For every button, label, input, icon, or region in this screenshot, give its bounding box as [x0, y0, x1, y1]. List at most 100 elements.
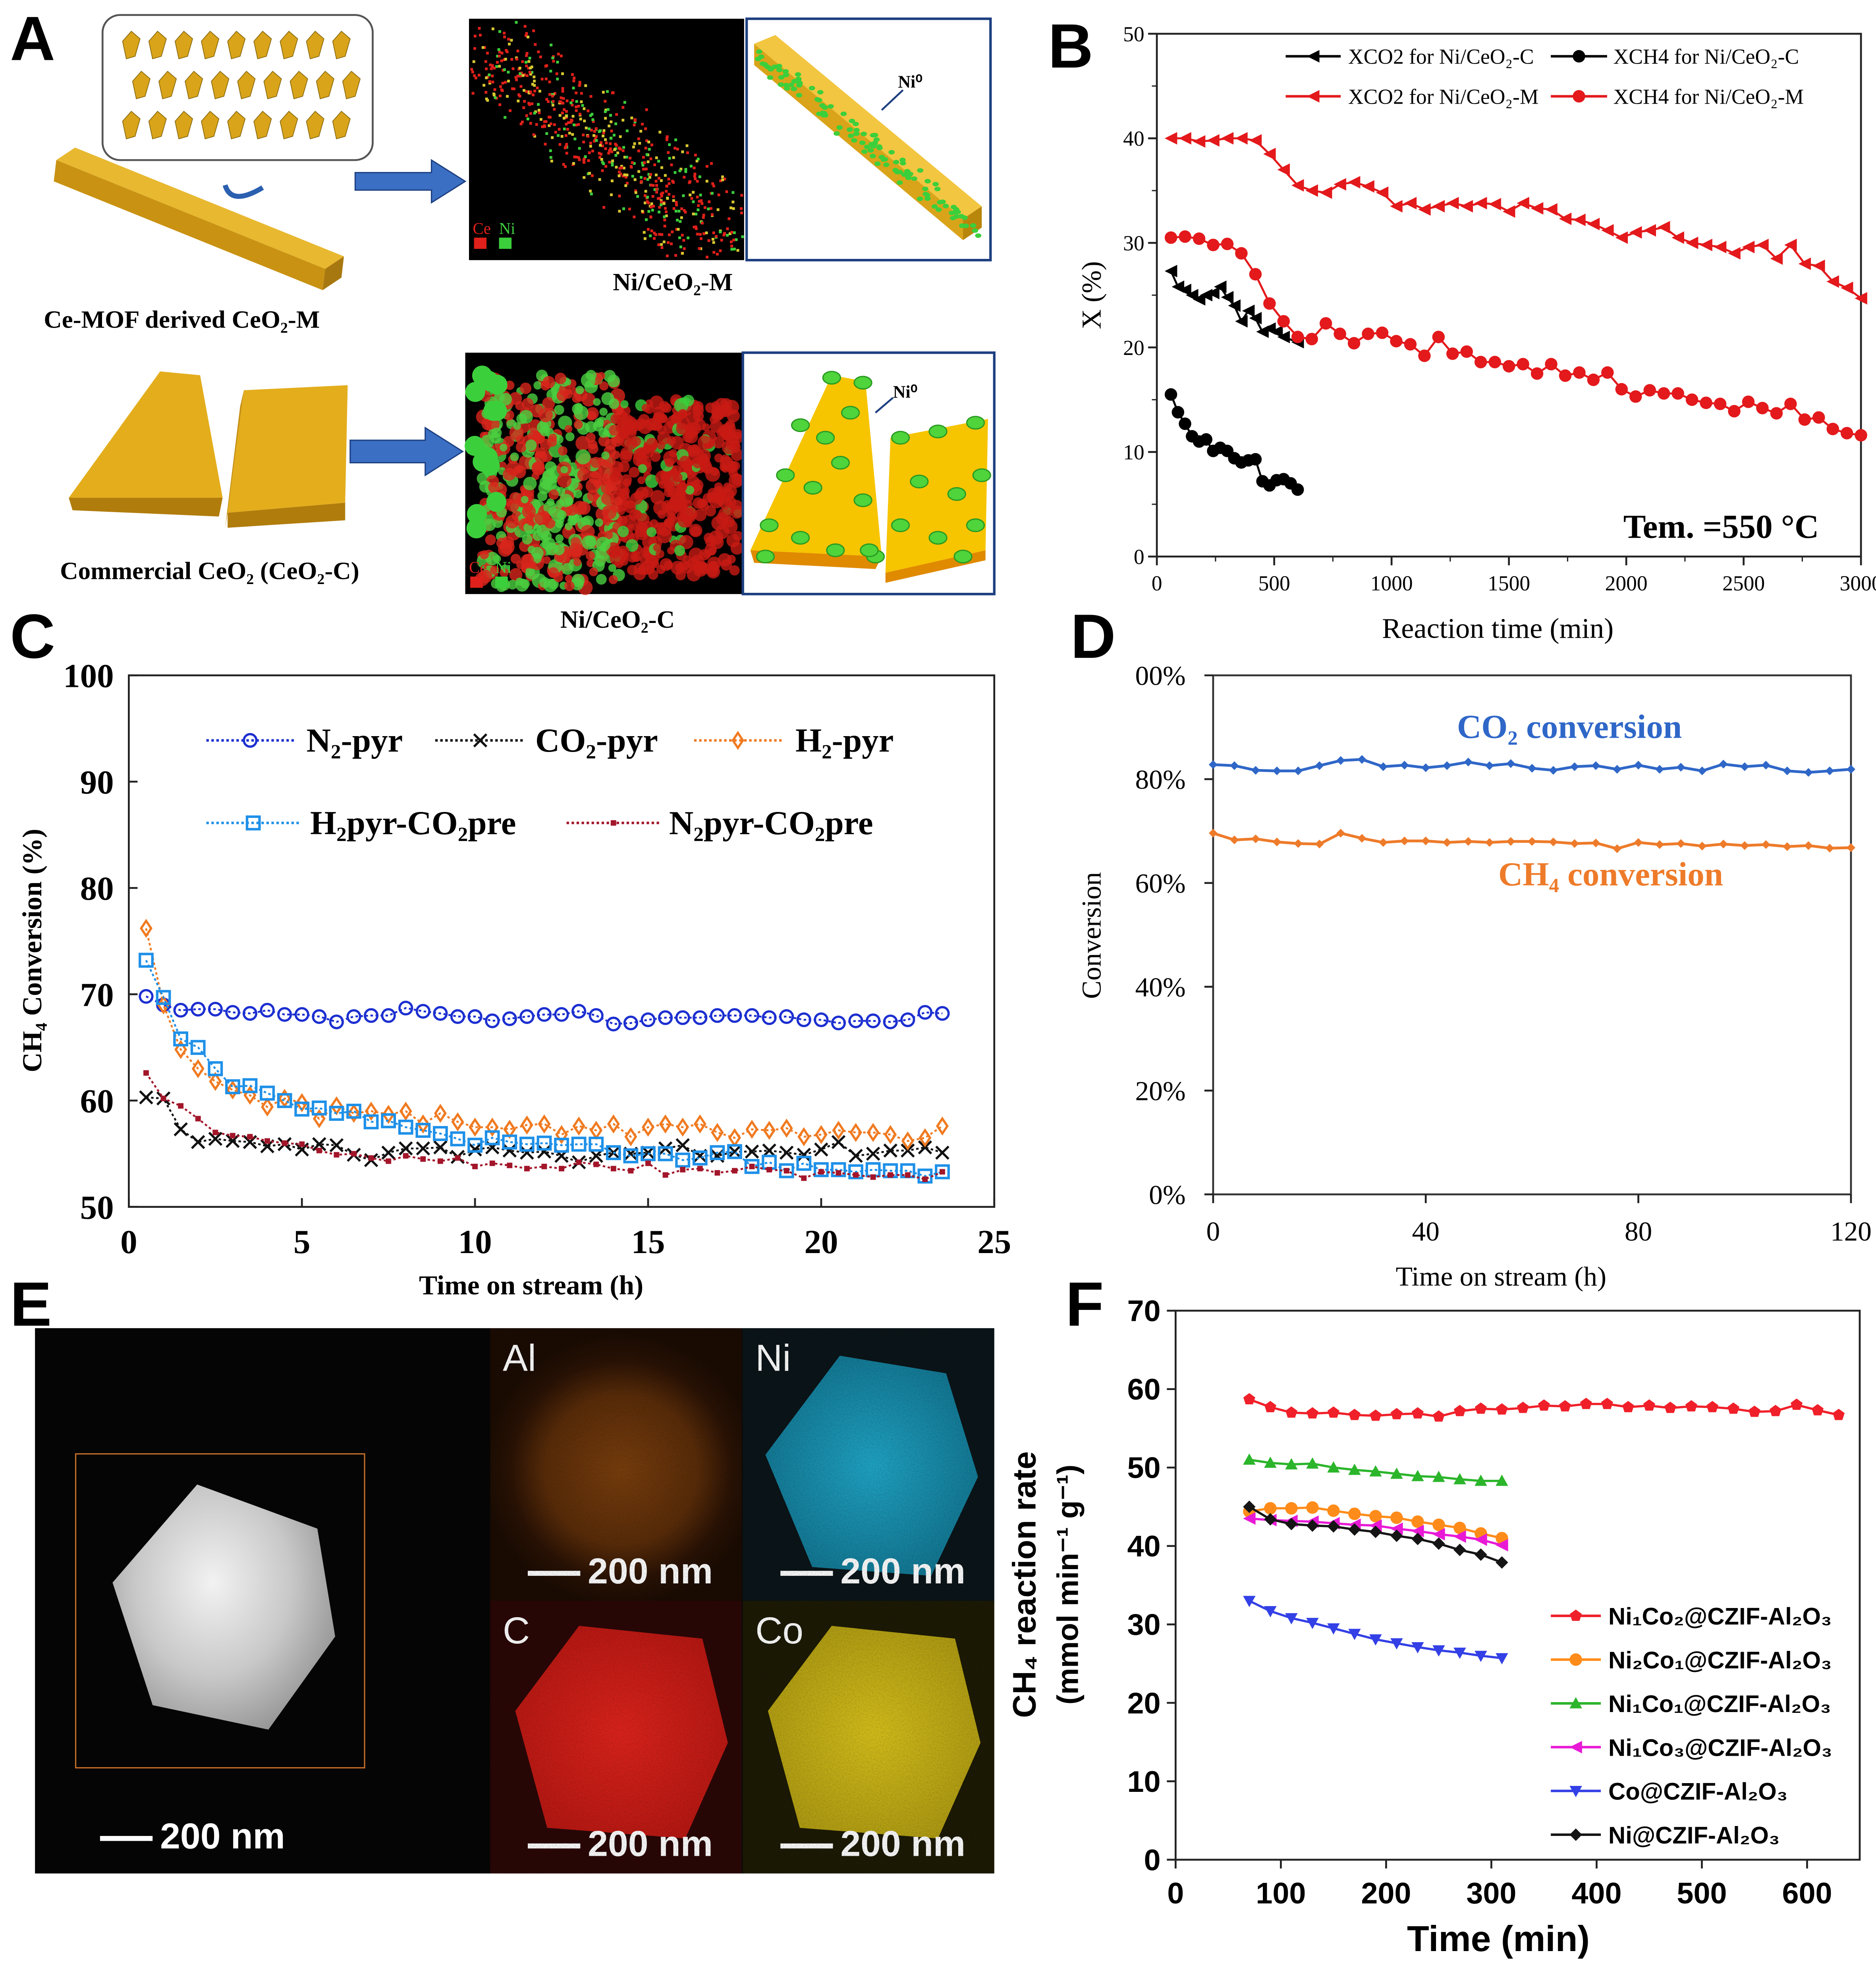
data-point	[1601, 1398, 1613, 1409]
data-point	[467, 1009, 483, 1024]
ni-particle	[756, 550, 775, 564]
data-point	[693, 1114, 706, 1134]
data-point	[1742, 241, 1755, 253]
data-point	[433, 1126, 448, 1141]
eds-pixel	[599, 407, 608, 416]
data-point	[1306, 1407, 1318, 1419]
eds-pixel	[593, 398, 601, 406]
ni-particle	[846, 127, 853, 132]
eds-pixel	[583, 107, 586, 110]
data-point	[922, 1176, 928, 1182]
eds-pixel	[657, 160, 660, 163]
eds-pixel	[527, 102, 531, 105]
eds-pixel	[730, 505, 744, 519]
eds-pixel	[561, 87, 564, 90]
data-point	[1453, 1405, 1466, 1416]
eds-pixel	[515, 78, 518, 81]
eds-pixel	[712, 241, 715, 244]
eds-pixel	[675, 203, 678, 206]
eds-pixel	[618, 167, 621, 170]
legend-label: Ni@CZIF-Al₂O₃	[1608, 1822, 1780, 1849]
eds-pixel	[525, 439, 537, 451]
eds-pixel	[588, 151, 591, 154]
eds-pixel	[697, 208, 700, 211]
eds-legend-ce: Ce	[473, 220, 490, 237]
eds-pixel	[683, 555, 691, 563]
eds-pixel	[623, 101, 626, 104]
data-point	[1306, 1457, 1319, 1469]
eds-pixel	[572, 79, 575, 83]
eds-pixel	[604, 147, 607, 150]
eds-pixel	[697, 204, 700, 207]
arrow-right-icon	[349, 426, 464, 476]
data-point	[1264, 1513, 1277, 1526]
eds-pixel	[678, 169, 681, 172]
eds-pixel	[643, 194, 647, 197]
data-point	[710, 1145, 725, 1161]
eds-pixel	[578, 147, 581, 150]
eds-pixel	[538, 481, 551, 494]
data-point	[312, 1137, 326, 1151]
eds-pixel	[633, 448, 646, 461]
data-point	[883, 1143, 897, 1158]
data-point	[1728, 405, 1741, 418]
data-point	[714, 1170, 720, 1176]
ni-particle	[924, 179, 931, 183]
data-point	[940, 1169, 945, 1175]
eds-pixel	[694, 154, 697, 157]
eds-pixel	[598, 461, 613, 476]
legend-label-ch4: CH₄ conversion	[1498, 856, 1723, 893]
eds-pixel	[506, 515, 519, 528]
eds-pixel	[477, 73, 481, 77]
eds-pixel	[728, 232, 731, 235]
eds-pixel	[594, 518, 603, 527]
data-point	[1601, 366, 1614, 379]
data-point	[1643, 1399, 1655, 1411]
eds-pixel	[488, 482, 500, 494]
data-point	[173, 1003, 188, 1018]
eds-pixel	[578, 83, 581, 86]
eds-pixel	[539, 426, 550, 436]
y-tick-label: 40	[1127, 1530, 1160, 1563]
eds-pixel	[606, 90, 609, 93]
eds-pixel	[707, 566, 718, 577]
ni-particle	[892, 168, 899, 173]
eds-pixel	[678, 236, 681, 239]
data-point	[1411, 1525, 1424, 1537]
eds-pixel	[740, 194, 743, 197]
eds-pixel	[498, 94, 502, 98]
eds-pixel	[647, 160, 650, 163]
data-point	[831, 1135, 846, 1149]
data-point	[1488, 356, 1501, 368]
legend-label: N₂pyr-CO₂pre	[669, 804, 873, 842]
eds-pixel	[674, 138, 677, 141]
eds-pixel	[539, 118, 542, 121]
eds-pixel	[609, 142, 612, 145]
data-point	[1573, 366, 1586, 379]
data-point	[853, 1172, 859, 1178]
legend-label: Ni₁Co₁@CZIF-Al₂O₃	[1608, 1691, 1831, 1717]
eds-pixel	[643, 231, 646, 234]
data-point	[1277, 163, 1290, 176]
data-point	[242, 1006, 258, 1021]
eds-pixel	[587, 490, 599, 502]
eds-pixel	[652, 184, 655, 187]
eds-pixel	[556, 390, 568, 401]
eds-pixel	[485, 67, 488, 70]
eds-pixel	[582, 141, 585, 144]
eds-pixel	[730, 240, 733, 243]
eds-pixel	[590, 193, 593, 195]
eds-pixel	[550, 43, 553, 46]
eds-pixel	[567, 516, 577, 526]
ni-particle	[782, 69, 789, 74]
data-point	[486, 1117, 499, 1137]
eds-pixel	[647, 228, 650, 231]
data-point	[1629, 226, 1642, 239]
x-tick-label: 2500	[1722, 571, 1765, 595]
eds-pixel	[485, 534, 496, 546]
eds-pixel	[620, 400, 629, 409]
eds-pixel	[653, 188, 656, 191]
data-point	[489, 1160, 495, 1166]
eds-pixel	[683, 175, 686, 179]
eds-pixel	[591, 118, 594, 121]
